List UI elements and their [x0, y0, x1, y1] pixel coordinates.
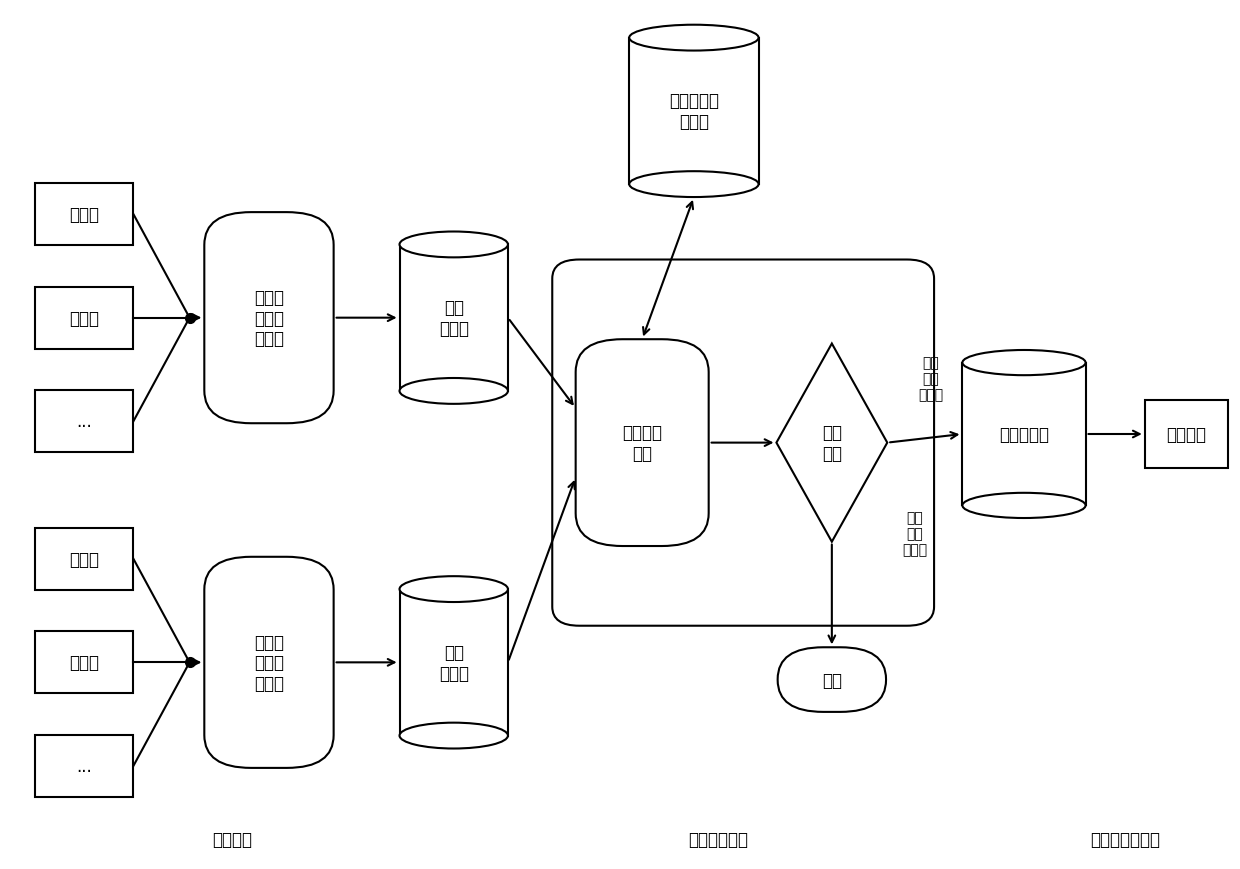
- Bar: [35, 632, 134, 693]
- Bar: [35, 390, 134, 453]
- Bar: [629, 38, 759, 185]
- Text: 报警人像库: 报警人像库: [999, 426, 1049, 443]
- Bar: [35, 735, 134, 797]
- Ellipse shape: [629, 172, 759, 198]
- Ellipse shape: [399, 723, 508, 749]
- Ellipse shape: [399, 232, 508, 258]
- FancyBboxPatch shape: [575, 340, 709, 547]
- Ellipse shape: [399, 379, 508, 404]
- Bar: [399, 589, 508, 736]
- FancyBboxPatch shape: [552, 260, 934, 626]
- Text: 报警、预警显示: 报警、预警显示: [1090, 830, 1159, 848]
- Ellipse shape: [962, 350, 1085, 375]
- Text: 人像抓
拍服务
或主机: 人像抓 拍服务 或主机: [254, 289, 284, 348]
- Bar: [35, 528, 134, 590]
- Text: 摄像机: 摄像机: [69, 206, 99, 224]
- Bar: [1145, 400, 1229, 469]
- FancyBboxPatch shape: [205, 213, 334, 424]
- Polygon shape: [776, 344, 888, 542]
- Text: 抓拍
人像库: 抓拍 人像库: [439, 299, 469, 338]
- Ellipse shape: [399, 576, 508, 602]
- Bar: [399, 245, 508, 391]
- Bar: [962, 363, 1085, 506]
- Text: 布控黑名单
人像库: 布控黑名单 人像库: [668, 92, 719, 131]
- Text: 摄像机: 摄像机: [69, 550, 99, 568]
- Text: 人像抓
拍服务
或主机: 人像抓 拍服务 或主机: [254, 633, 284, 693]
- Text: 人像对比
服务: 人像对比 服务: [622, 424, 662, 462]
- Text: 报警屏幕: 报警屏幕: [1167, 426, 1207, 443]
- FancyBboxPatch shape: [205, 557, 334, 768]
- Ellipse shape: [962, 494, 1085, 519]
- Text: ...: ...: [77, 413, 92, 430]
- Text: 摄像机: 摄像机: [69, 309, 99, 328]
- Text: 前置环境: 前置环境: [212, 830, 252, 848]
- Text: 人像比对服务: 人像比对服务: [688, 830, 749, 848]
- Text: 抓拍
人像库: 抓拍 人像库: [439, 643, 469, 682]
- Text: 是否
报警: 是否 报警: [822, 424, 842, 462]
- Text: 丢弃: 丢弃: [822, 671, 842, 689]
- FancyBboxPatch shape: [777, 647, 887, 712]
- Bar: [35, 288, 134, 349]
- Text: 高于
预警
基准值: 高于 预警 基准值: [918, 355, 944, 401]
- Ellipse shape: [629, 26, 759, 51]
- Text: ...: ...: [77, 757, 92, 775]
- Text: 低于
预警
基准值: 低于 预警 基准值: [901, 510, 928, 557]
- Bar: [35, 184, 134, 246]
- Text: 摄像机: 摄像机: [69, 653, 99, 672]
